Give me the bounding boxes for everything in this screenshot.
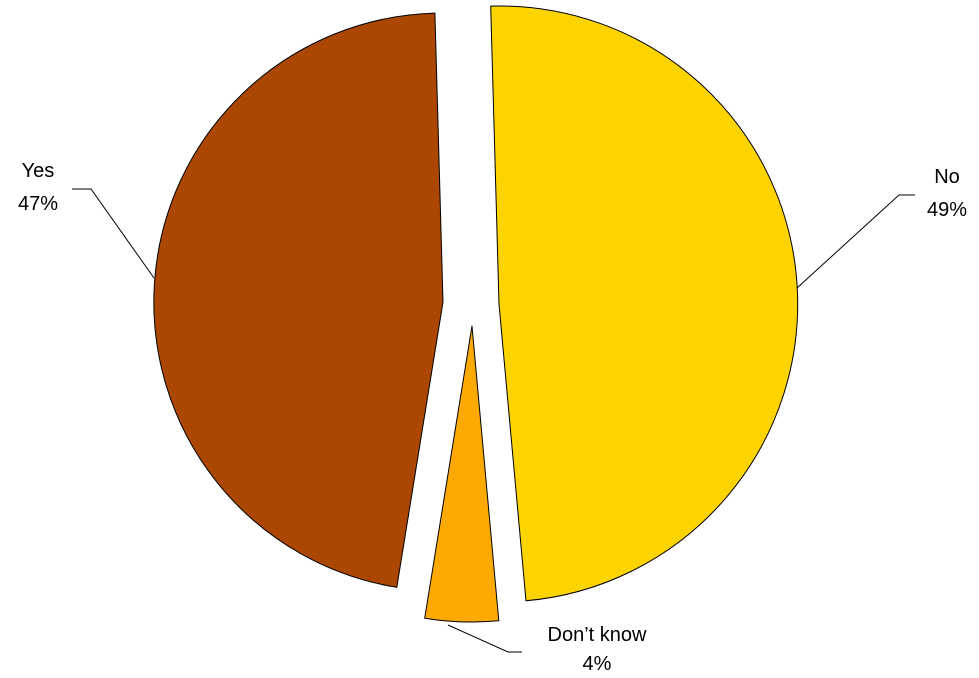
slice-label-yes: Yes xyxy=(22,160,55,182)
slice-label-dont-know: Don’t know xyxy=(548,624,647,646)
pie-slice-no xyxy=(490,5,799,602)
leader-line-no xyxy=(796,194,915,289)
slice-label-no: No xyxy=(934,166,960,188)
slice-value-dont-know: 4% xyxy=(583,653,612,675)
leader-line-yes xyxy=(72,188,155,279)
slice-value-no: 49% xyxy=(927,199,967,221)
pie-slice-yes xyxy=(153,12,444,588)
pie-slice-dont-know xyxy=(424,325,500,623)
leader-line-dont-know xyxy=(447,624,522,653)
slice-value-yes: 47% xyxy=(18,193,58,215)
